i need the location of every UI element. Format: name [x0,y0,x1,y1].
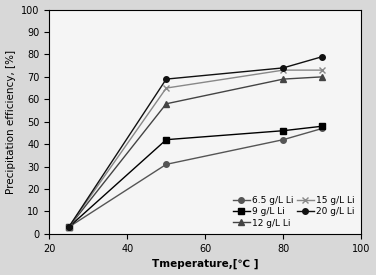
Y-axis label: Precipitation efficiency, [%]: Precipitation efficiency, [%] [6,50,15,194]
12 g/L Li [281,78,285,81]
Line: 15 g/L Li: 15 g/L Li [66,67,325,230]
20 g/L Li [67,226,71,229]
6.5 g/L Li [320,127,324,130]
9 g/L Li [164,138,168,141]
20 g/L Li [320,55,324,58]
20 g/L Li [281,66,285,70]
6.5 g/L Li [281,138,285,141]
Line: 9 g/L Li: 9 g/L Li [66,123,325,230]
15 g/L Li [320,68,324,72]
9 g/L Li [67,226,71,229]
Line: 6.5 g/L Li: 6.5 g/L Li [66,126,325,230]
6.5 g/L Li [164,163,168,166]
Line: 12 g/L Li: 12 g/L Li [66,74,325,230]
6.5 g/L Li [67,226,71,229]
Legend: 6.5 g/L Li, 9 g/L Li, 12 g/L Li, 15 g/L Li, 20 g/L Li: 6.5 g/L Li, 9 g/L Li, 12 g/L Li, 15 g/L … [232,194,357,229]
9 g/L Li [281,129,285,132]
15 g/L Li [281,68,285,72]
12 g/L Li [164,102,168,105]
9 g/L Li [320,125,324,128]
20 g/L Li [164,78,168,81]
Line: 20 g/L Li: 20 g/L Li [66,54,325,230]
15 g/L Li [67,226,71,229]
15 g/L Li [164,86,168,90]
12 g/L Li [67,226,71,229]
X-axis label: Tmeperature,[℃ ]: Tmeperature,[℃ ] [152,259,258,270]
12 g/L Li [320,75,324,78]
